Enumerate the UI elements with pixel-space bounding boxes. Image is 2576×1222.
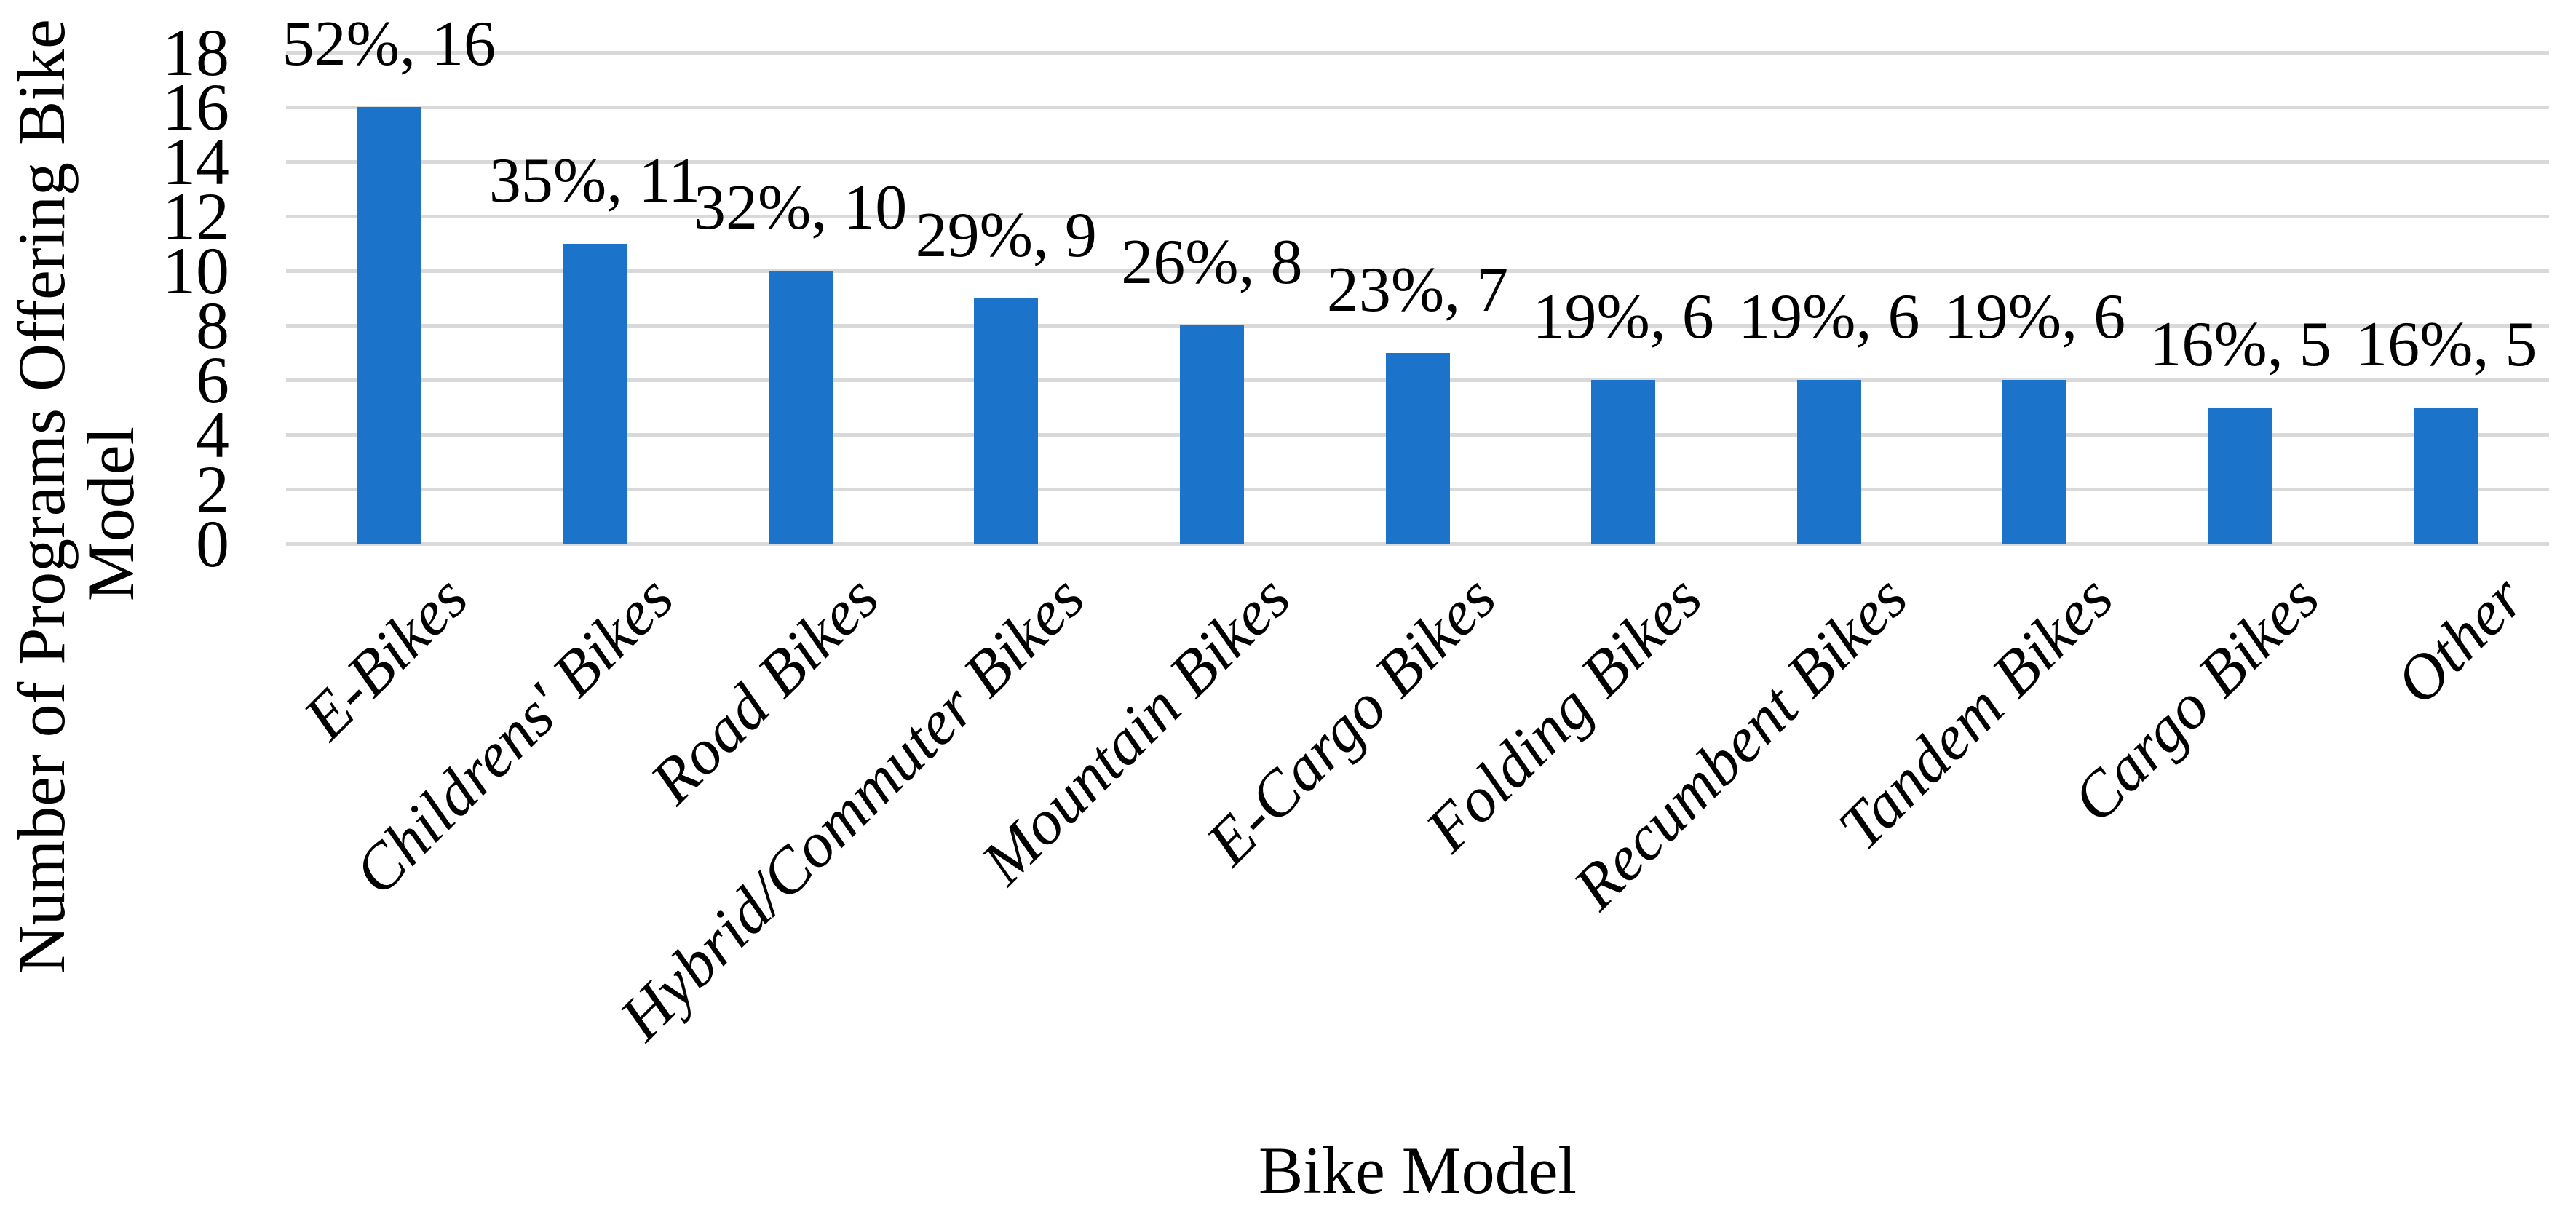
y-tick-label-2: 2 [196, 452, 229, 526]
gridline-y-14 [286, 159, 2549, 164]
data-label: 16%, 5 [2149, 309, 2331, 380]
bar-slot: 16%, 5 [2343, 52, 2549, 544]
x-axis-title: Bike Model [1259, 1133, 1577, 1207]
x-category-label: Other [2382, 562, 2539, 718]
data-label: 32%, 10 [693, 172, 908, 243]
gridline-y-8 [286, 323, 2549, 328]
x-category-label: E-Bikes [290, 562, 481, 753]
data-label: 35%, 11 [488, 145, 700, 216]
y-tick-label-6: 6 [196, 343, 229, 417]
bar-slot: 35%, 11 [488, 52, 700, 544]
bar [2414, 407, 2478, 544]
data-label: 19%, 6 [1738, 282, 1920, 352]
y-tick-label-16: 16 [162, 70, 229, 144]
bar [562, 243, 627, 544]
gridline-y-16 [286, 105, 2549, 109]
y-tick-label-10: 10 [162, 234, 229, 308]
bar [357, 107, 421, 544]
bar [1385, 352, 1450, 544]
gridline-y-18 [286, 50, 2549, 55]
gridline-y-10 [286, 269, 2549, 273]
bar-slot: 19%, 6 [1726, 52, 1932, 544]
bar-slot: 26%, 8 [1109, 52, 1315, 544]
data-label: 16%, 5 [2355, 309, 2537, 380]
bar [768, 271, 833, 544]
y-tick-label-18: 18 [162, 15, 229, 90]
bar-slot: 29%, 9 [903, 52, 1109, 544]
data-label: 29%, 9 [915, 199, 1097, 271]
y-tick-label-0: 0 [196, 507, 229, 581]
bar-slot: 23%, 7 [1315, 52, 1521, 544]
bar [1179, 325, 1244, 544]
bar-slot: 52%, 16 [282, 12, 496, 544]
bar-slot: 16%, 5 [2138, 52, 2344, 544]
data-label: 23%, 7 [1326, 254, 1509, 325]
bar-slot: 19%, 6 [1521, 52, 1727, 544]
bar [1796, 380, 1861, 544]
bar-slot: 19%, 6 [1932, 52, 2138, 544]
bar [1591, 380, 1656, 544]
y-tick-label-12: 12 [162, 179, 229, 253]
gridline-y-0 [286, 541, 2549, 546]
bars-layer: 52%, 16 35%, 11 32%, 10 29%, 9 26%, 8 23%, 7 1… [282, 12, 2549, 544]
data-label: 52%, 16 [282, 9, 496, 79]
data-label: 19%, 6 [1532, 282, 1714, 352]
data-label: 26%, 8 [1121, 227, 1303, 298]
bar [974, 298, 1039, 544]
y-tick-label-14: 14 [162, 124, 229, 199]
y-tick-label-8: 8 [196, 288, 229, 362]
bar [2002, 380, 2067, 544]
x-axis-category-labels: E-Bikes Childrens' Bikes Road Bikes Hybrid/… [286, 562, 2549, 1088]
y-axis-tick-labels: 0 2 4 6 8 10 12 14 16 18 [0, 19, 229, 577]
y-tick-label-4: 4 [196, 397, 229, 472]
data-label: 19%, 6 [1943, 282, 2126, 352]
bar-slot: 32%, 10 [694, 52, 907, 544]
bar [2208, 407, 2273, 544]
gridline-y-12 [286, 214, 2549, 218]
